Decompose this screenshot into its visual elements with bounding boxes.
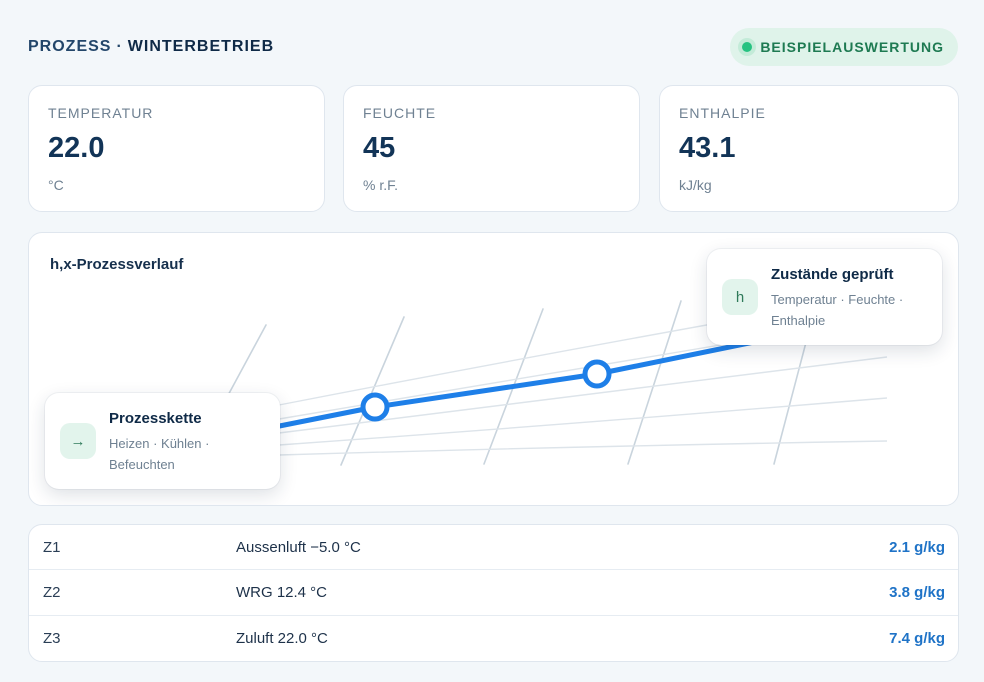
metric-unit: kJ/kg — [679, 177, 712, 193]
grid-curve — [278, 356, 888, 434]
metric-unit: °C — [48, 177, 64, 193]
process-line — [241, 336, 772, 436]
metric-unit: % r.F. — [363, 177, 399, 193]
metric-value: 45 — [363, 132, 396, 164]
state-point — [582, 359, 612, 389]
metric-label: ENTHALPIE — [679, 105, 766, 121]
states-checked-title: Zustände geprüft — [771, 266, 894, 283]
state-value: 3.8 g/kg — [889, 584, 945, 602]
metric-card-enthalpy: ENTHALPIE 43.1 kJ/kg — [659, 85, 959, 212]
grid-curve — [278, 397, 888, 446]
process-chain-desc: Heizen · Kühlen · Befeuchten — [109, 436, 210, 472]
states-table: Z1 Aussenluft −5.0 °C 2.1 g/kg Z2 WRG 12… — [28, 524, 959, 662]
table-row: Z1 Aussenluft −5.0 °C 2.1 g/kg — [29, 525, 958, 571]
state-id: Z2 — [43, 584, 61, 602]
states-checked-desc: Temperatur · Feuchte · Enthalpie — [771, 292, 904, 328]
title-prefix: PROZESS — [28, 38, 112, 55]
status-dot-icon — [742, 42, 753, 52]
title-separator: · — [116, 38, 123, 55]
state-id: Z1 — [43, 539, 61, 556]
metric-value: 22.0 — [48, 132, 105, 164]
status-badge: BEISPIELAUSWERTUNG — [730, 28, 958, 66]
page-title: PROZESS · WINTERBETRIEB — [28, 38, 274, 56]
metric-label: TEMPERATUR — [48, 105, 154, 121]
hx-chart-panel: h,x-Prozessverlauf → Prozesskette Heizen… — [28, 232, 959, 506]
enthalpy-h-icon: h — [722, 279, 758, 315]
state-id: Z3 — [43, 629, 61, 647]
grid-line — [225, 324, 267, 400]
grid-curve — [278, 440, 888, 456]
process-chain-title: Prozesskette — [109, 410, 202, 427]
title-main: WINTERBETRIEB — [127, 38, 275, 55]
state-value: 2.1 g/kg — [889, 539, 945, 556]
metric-value: 43.1 — [679, 132, 736, 164]
arrow-right-icon: → — [60, 423, 96, 459]
metric-label: FEUCHTE — [363, 105, 437, 121]
state-point — [360, 392, 390, 422]
chart-title: h,x-Prozessverlauf — [50, 256, 184, 273]
process-chain-card: → Prozesskette Heizen · Kühlen · Befeuch… — [45, 393, 280, 489]
page-header: PROZESS · WINTERBETRIEB BEISPIELAUSWERTUNG — [28, 28, 958, 66]
status-badge-label: BEISPIELAUSWERTUNG — [760, 39, 944, 55]
metric-card-temperature: TEMPERATUR 22.0 °C — [28, 85, 325, 212]
state-desc: Aussenluft −5.0 °C — [236, 539, 361, 556]
table-row: Z2 WRG 12.4 °C 3.8 g/kg — [29, 570, 958, 616]
state-desc: Zuluft 22.0 °C — [236, 629, 328, 647]
state-value: 7.4 g/kg — [889, 629, 945, 647]
table-row: Z3 Zuluft 22.0 °C 7.4 g/kg — [29, 616, 958, 661]
state-desc: WRG 12.4 °C — [236, 584, 328, 602]
states-checked-card: h Zustände geprüft Temperatur · Feuchte … — [707, 249, 942, 345]
grid-line — [627, 300, 682, 465]
metric-card-humidity: FEUCHTE 45 % r.F. — [343, 85, 640, 212]
